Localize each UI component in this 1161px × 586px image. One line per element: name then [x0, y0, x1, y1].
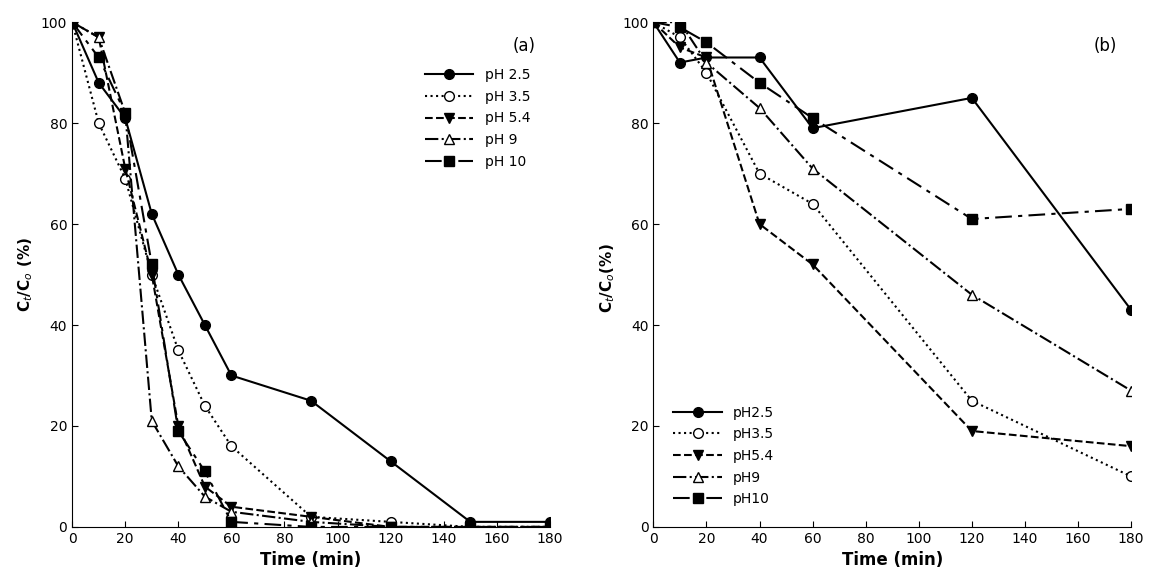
Text: (b): (b)	[1094, 38, 1117, 55]
Y-axis label: C$_t$/C$_o$(%)  : C$_t$/C$_o$(%)	[598, 236, 616, 313]
X-axis label: Time (min): Time (min)	[260, 551, 361, 570]
Y-axis label: C$_t$/C$_o$ (%): C$_t$/C$_o$ (%)	[16, 237, 35, 312]
Legend: pH2.5, pH3.5, pH5.4, pH9, pH10: pH2.5, pH3.5, pH5.4, pH9, pH10	[668, 400, 780, 512]
Legend: pH 2.5, pH 3.5, pH 5.4, pH 9, pH 10: pH 2.5, pH 3.5, pH 5.4, pH 9, pH 10	[419, 63, 535, 174]
X-axis label: Time (min): Time (min)	[842, 551, 943, 570]
Text: (a): (a)	[512, 38, 535, 55]
